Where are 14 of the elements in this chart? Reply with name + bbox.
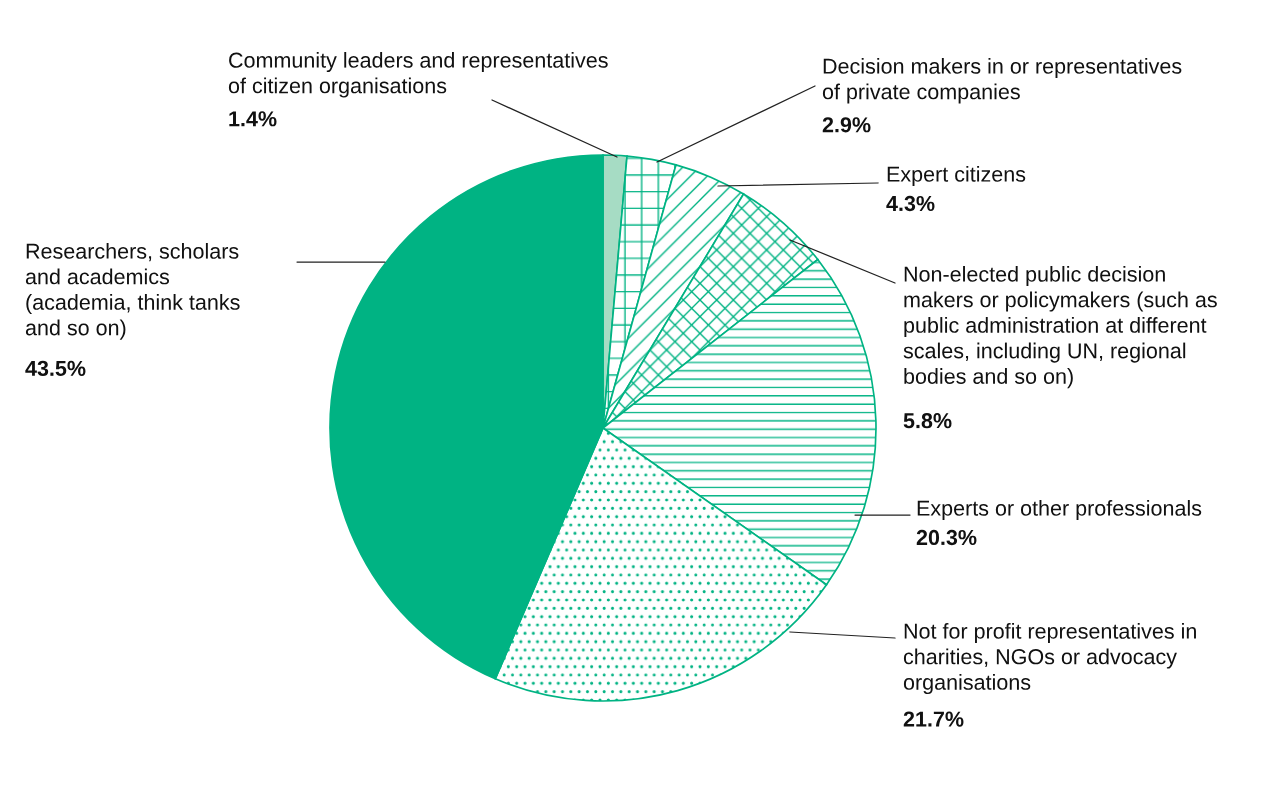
data-label: 20.3%	[916, 529, 977, 546]
slice-label: Decision makers in or representatives of private companies	[822, 58, 1182, 104]
data-label: 1.4%	[229, 111, 277, 127]
slice-label: Researchers, scholars and academics (academia, think tanks and so on)	[25, 243, 240, 340]
data-label: 2.9%	[822, 117, 871, 133]
slice-label: Non-elected public decision makers or policymakers (such as public administration at different scales, including UN, regional bodies and so on)	[903, 266, 1217, 389]
data-label: 21.7%	[903, 711, 964, 727]
data-label: 4.3%	[886, 195, 935, 212]
data-label: 43.5%	[25, 360, 86, 377]
data-label: 5.8%	[903, 413, 952, 429]
slice-label: Experts or other professionals	[917, 500, 1202, 521]
slice-label: Not for profit representatives in charities, NGOs or advocacy organisations	[903, 623, 1196, 695]
slice-label: Expert citizens	[887, 166, 1026, 187]
slice-label: Community leaders and representatives of citizen organisations	[228, 52, 608, 98]
